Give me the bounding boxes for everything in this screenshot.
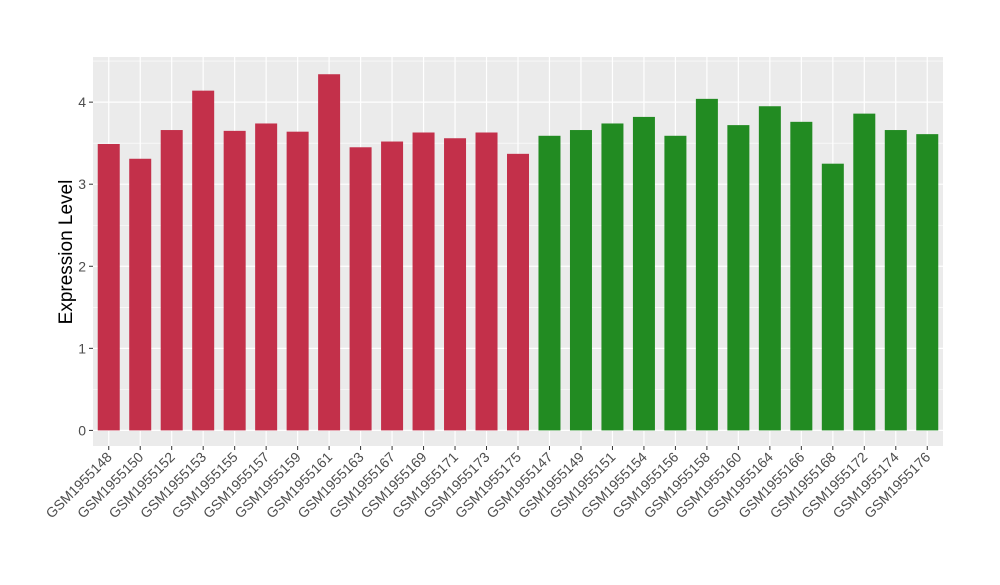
y-axis: 0 1 2 3 4 <box>78 94 93 438</box>
y-tick-label: 1 <box>78 340 86 356</box>
bar-GSM1955148 <box>97 143 120 431</box>
bar-GSM1955152 <box>160 130 183 431</box>
bar-GSM1955154 <box>632 116 655 431</box>
bar-GSM1955167 <box>381 141 404 431</box>
bar-GSM1955173 <box>475 132 498 431</box>
bar-GSM1955155 <box>223 130 246 431</box>
bar-GSM1955160 <box>727 125 750 431</box>
y-tick-label: 4 <box>78 94 86 110</box>
bar-GSM1955150 <box>129 158 152 431</box>
y-tick-label: 2 <box>78 258 86 274</box>
y-tick-label: 0 <box>78 422 86 438</box>
bar-GSM1955147 <box>538 135 561 431</box>
bar-GSM1955166 <box>790 121 813 431</box>
bar-GSM1955149 <box>569 130 592 431</box>
bar-GSM1955164 <box>758 106 781 431</box>
bar-GSM1955163 <box>349 147 372 431</box>
bar-GSM1955157 <box>255 123 278 431</box>
bar-GSM1955171 <box>444 138 467 431</box>
bars <box>97 74 939 431</box>
bar-GSM1955153 <box>192 90 215 431</box>
bar-GSM1955168 <box>821 163 844 431</box>
bar-GSM1955176 <box>916 134 939 431</box>
bar-GSM1955161 <box>318 74 341 431</box>
bar-GSM1955174 <box>884 130 907 431</box>
bar-GSM1955156 <box>664 135 687 431</box>
bar-GSM1955175 <box>507 153 529 431</box>
bar-GSM1955169 <box>412 132 435 431</box>
bar-GSM1955159 <box>286 131 309 431</box>
bar-GSM1955158 <box>695 98 718 431</box>
bar-GSM1955151 <box>601 123 624 431</box>
y-axis-label: Expression Level <box>56 180 77 325</box>
bar-GSM1955172 <box>853 113 876 431</box>
y-tick-label: 3 <box>78 176 86 192</box>
x-axis: GSM1955148GSM1955150GSM1955152GSM1955153… <box>42 446 934 521</box>
